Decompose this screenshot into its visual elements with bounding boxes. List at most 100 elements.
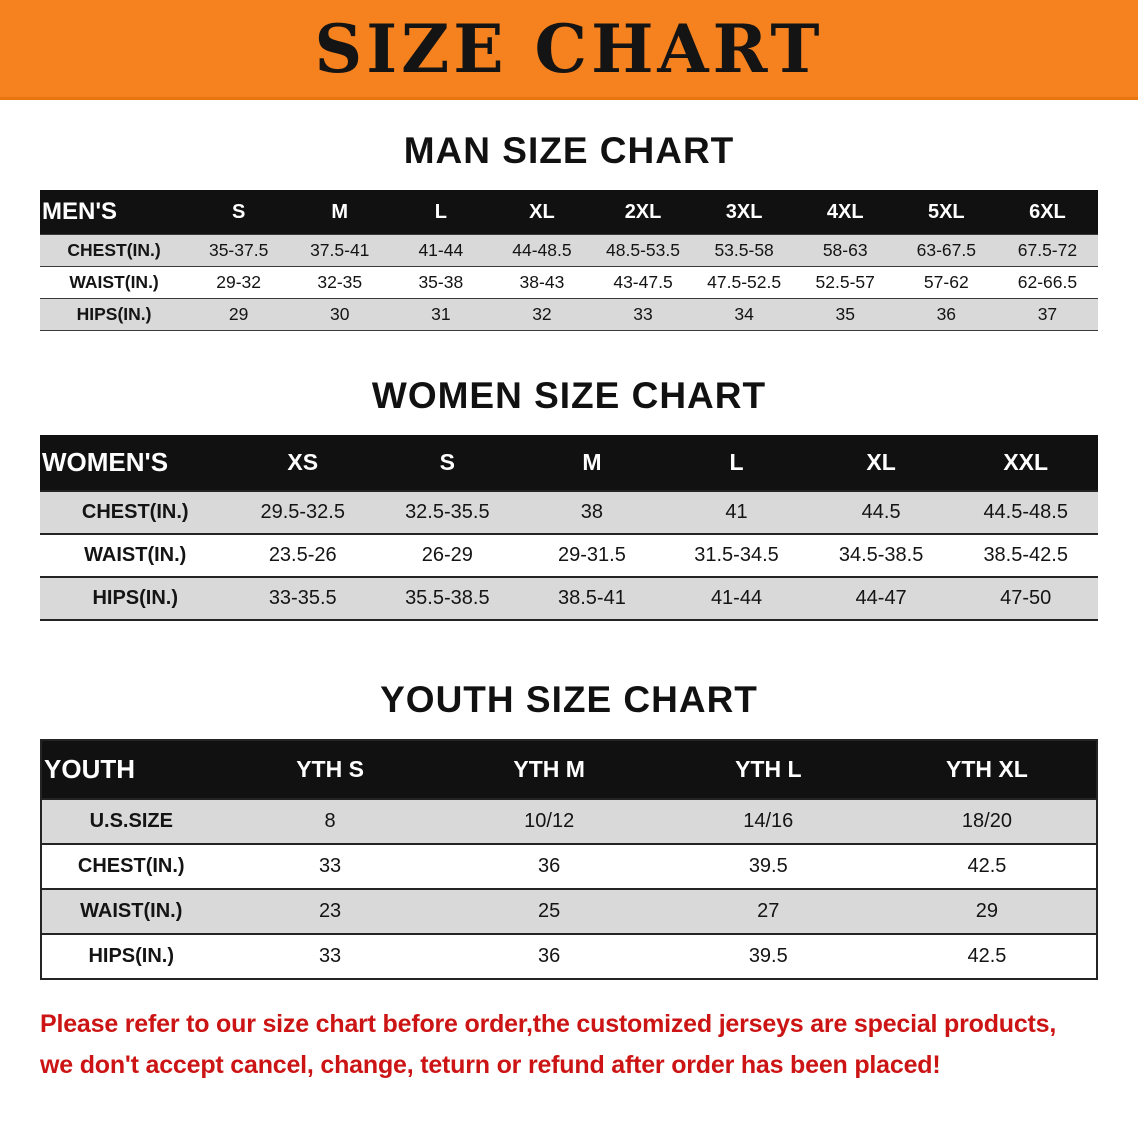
- column-header: M: [582, 449, 602, 475]
- column-header: M: [331, 200, 349, 223]
- size-value: 34: [734, 304, 754, 324]
- size-value: 52.5-57: [815, 272, 875, 292]
- table-header-row: MEN'S S M L XL 2XL 3XL 4XL 5XL 6XL: [40, 190, 1098, 235]
- size-value: 31: [431, 304, 451, 324]
- column-header: YTH L: [735, 756, 802, 782]
- size-value: 29: [228, 304, 249, 324]
- size-value: 37: [1037, 304, 1058, 324]
- table-row: WAIST(IN.) 23 25 27 29: [41, 889, 1097, 934]
- size-value: 27: [757, 900, 780, 922]
- size-value: 35: [835, 304, 855, 324]
- size-value: 25: [538, 900, 561, 922]
- column-header: S: [439, 449, 455, 475]
- youth-size-table-section: YOUTH SIZE CHART YOUTH YTH S YTH M YTH L YTH …: [0, 679, 1138, 980]
- column-header: YOUTH: [44, 754, 135, 784]
- size-value: 36: [936, 304, 957, 324]
- size-value: 62-66.5: [1017, 272, 1078, 292]
- column-header: 5XL: [927, 200, 965, 223]
- size-value: 29.5-32.5: [260, 501, 345, 523]
- table-header-row: WOMEN'S XS S M L XL XXL: [40, 435, 1098, 491]
- size-value: 39.5: [748, 855, 788, 877]
- size-value: 36: [538, 945, 561, 967]
- size-value: 47.5-52.5: [707, 272, 782, 292]
- row-label: WAIST(IN.): [69, 272, 159, 292]
- size-value: 29-31.5: [558, 544, 626, 566]
- size-value: 8: [324, 810, 336, 832]
- banner: SIZE CHART: [0, 0, 1138, 100]
- row-label: CHEST(IN.): [77, 855, 185, 877]
- size-value: 38-43: [519, 272, 565, 292]
- size-value: 29-32: [216, 272, 262, 292]
- table-row: U.S.SIZE 8 10/12 14/16 18/20: [41, 799, 1097, 844]
- column-header: 3XL: [725, 200, 763, 223]
- size-value: 32-35: [317, 272, 363, 292]
- size-value: 38: [580, 501, 604, 523]
- row-label: CHEST(IN.): [81, 501, 189, 523]
- size-value: 44-48.5: [512, 240, 572, 260]
- table-row: CHEST(IN.) 35-37.5 37.5-41 41-44 44-48.5 48.5…: [40, 234, 1098, 267]
- row-label: CHEST(IN.): [67, 240, 161, 260]
- column-header: XXL: [1003, 449, 1049, 475]
- size-value: 23: [318, 900, 342, 922]
- size-value: 33: [633, 304, 653, 324]
- notice-line-1: Please refer to our size chart before or…: [40, 1010, 1057, 1038]
- column-header: XS: [287, 449, 319, 475]
- section-heading: YOUTH SIZE CHART: [380, 679, 758, 720]
- table-row: WAIST(IN.) 29-32 32-35 35-38 38-43 43-47.5 47.…: [40, 266, 1098, 299]
- womens-size-table-section: WOMEN SIZE CHART WOMEN'S XS S M L XL XXL CHEST(I…: [0, 375, 1138, 621]
- column-header: YTH S: [296, 756, 364, 782]
- size-value: 30: [330, 304, 350, 324]
- size-value: 38.5-41: [558, 587, 626, 609]
- size-value: 38.5-42.5: [983, 544, 1068, 566]
- size-value: 53.5-58: [714, 240, 774, 260]
- youth-size-table: YOUTH YTH S YTH M YTH L YTH XL U.S.SIZE 8 10/12…: [40, 739, 1098, 980]
- size-value: 35-38: [418, 272, 464, 292]
- column-header: XL: [529, 200, 555, 223]
- size-value: 29: [975, 900, 999, 922]
- size-value: 39.5: [748, 945, 788, 967]
- size-value: 57-62: [923, 272, 969, 292]
- charts-container: MAN SIZE CHART MEN'S S M L XL 2XL 3XL 4XL 5XL 6XL C…: [0, 130, 1138, 980]
- size-value: 34.5-38.5: [838, 544, 924, 566]
- column-header: 4XL: [826, 200, 864, 223]
- table-header-row: YOUTH YTH S YTH M YTH L YTH XL: [41, 740, 1097, 799]
- size-value: 44-47: [855, 587, 907, 609]
- table-row: HIPS(IN.) 29 30 31 32 33 34 35 36 37: [40, 298, 1098, 331]
- row-label: HIPS(IN.): [76, 304, 152, 324]
- size-value: 31.5-34.5: [694, 544, 779, 566]
- size-value: 10/12: [524, 810, 575, 832]
- womens-size-table: WOMEN'S XS S M L XL XXL CHEST(IN.) 29.5-32.5 32.5…: [40, 435, 1098, 621]
- size-value: 35-37.5: [208, 240, 269, 260]
- table-row: HIPS(IN.) 33 36 39.5 42.5: [41, 934, 1097, 979]
- column-header: S: [231, 200, 246, 223]
- row-label: WAIST(IN.): [84, 544, 187, 566]
- size-value: 44.5-48.5: [983, 501, 1068, 523]
- size-value: 41-44: [418, 240, 464, 260]
- table-row: WAIST(IN.) 23.5-26 26-29 29-31.5 31.5-34.5 34…: [40, 534, 1098, 577]
- mens-size-table: MEN'S S M L XL 2XL 3XL 4XL 5XL 6XL CHEST(IN.) 35-37…: [40, 190, 1098, 331]
- size-value: 43-47.5: [613, 272, 673, 292]
- size-value: 58-63: [822, 240, 868, 260]
- notice-line-2: we don't accept cancel, change, teturn o…: [40, 1051, 941, 1079]
- column-header: YTH M: [513, 756, 585, 782]
- size-value: 33: [318, 855, 342, 877]
- size-value: 32: [532, 304, 552, 324]
- column-header: YTH XL: [946, 756, 1028, 782]
- page-title: SIZE CHART: [314, 9, 824, 88]
- size-value: 33: [318, 945, 342, 967]
- row-label: HIPS(IN.): [88, 945, 175, 967]
- size-value: 41-44: [710, 587, 763, 609]
- table-row: CHEST(IN.) 29.5-32.5 32.5-35.5 38 41 44.5 44.5…: [40, 491, 1098, 534]
- size-value: 41: [725, 501, 748, 523]
- size-value: 32.5-35.5: [405, 501, 490, 523]
- size-value: 14/16: [743, 810, 794, 832]
- row-label: WAIST(IN.): [80, 900, 183, 922]
- size-value: 23.5-26: [268, 544, 337, 566]
- size-value: 42.5: [967, 945, 1007, 967]
- size-value: 36: [538, 855, 561, 877]
- table-row: HIPS(IN.) 33-35.5 35.5-38.5 38.5-41 41-44 44-…: [40, 577, 1098, 620]
- column-header: WOMEN'S: [42, 447, 169, 477]
- column-header: XL: [866, 449, 896, 475]
- size-value: 47-50: [1000, 587, 1052, 609]
